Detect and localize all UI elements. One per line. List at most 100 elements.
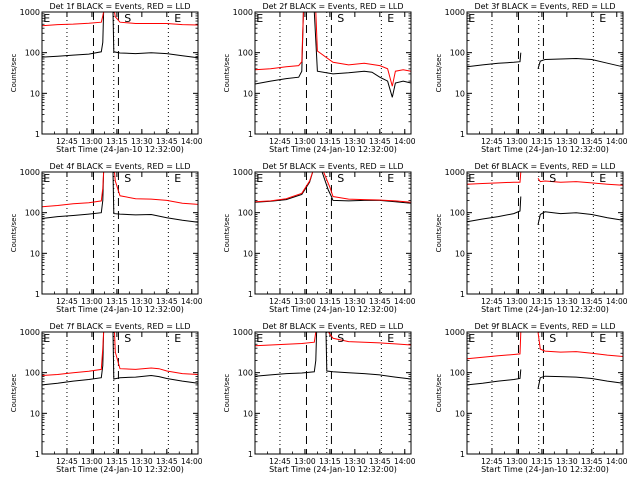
plot-frame xyxy=(466,331,624,455)
y-tick-label: 1 xyxy=(35,130,40,139)
x-tick-label: 12:45 xyxy=(56,457,78,466)
plot-frame xyxy=(41,331,199,455)
y-tick-label: 100 xyxy=(25,369,40,378)
y-tick-label: 100 xyxy=(238,369,253,378)
x-tick-label: 13:15 xyxy=(106,137,128,146)
eclipse-saa-marker: E xyxy=(174,332,181,345)
y-axis-label: Counts/sec xyxy=(223,54,231,93)
eclipse-saa-marker: E xyxy=(43,332,50,345)
x-tick-label: 13:45 xyxy=(156,137,178,146)
y-tick-label: 10 xyxy=(30,409,40,418)
x-tick-label: 12:45 xyxy=(56,137,78,146)
y-axis-label: Counts/sec xyxy=(223,374,231,413)
y-tick-label: 10 xyxy=(243,409,253,418)
y-tick-label: 10 xyxy=(243,89,253,98)
y-tick-label: 100 xyxy=(238,209,253,218)
x-tick-label: 13:45 xyxy=(369,457,391,466)
x-axis-label: Start Time (24-Jan-10 12:32:00) xyxy=(481,145,609,154)
y-tick-label: 1 xyxy=(460,290,465,299)
lld-rate-line xyxy=(537,178,624,186)
events-rate-line xyxy=(466,369,522,386)
y-tick-label: 1 xyxy=(248,130,253,139)
y-tick-label: 1 xyxy=(460,130,465,139)
events-rate-line xyxy=(41,331,199,386)
plot-frame xyxy=(41,171,199,295)
x-axis-label: Start Time (24-Jan-10 12:32:00) xyxy=(56,465,184,474)
x-tick-label: 14:00 xyxy=(394,297,416,306)
detector-panel-5: 1 10 100 1000 12:45 13:00 13:15 13:30 13:45 14:00… xyxy=(223,162,416,314)
x-tick-label: 14:00 xyxy=(394,457,416,466)
x-tick-label: 12:45 xyxy=(481,457,503,466)
x-tick-label: 13:45 xyxy=(581,137,603,146)
x-tick-label: 13:15 xyxy=(531,457,553,466)
eclipse-saa-marker: E xyxy=(256,332,263,345)
detector-panel-7: 1 10 100 1000 12:45 13:00 13:15 13:30 13:45 14:00… xyxy=(10,322,203,474)
y-tick-label: 1 xyxy=(248,450,253,459)
y-tick-label: 100 xyxy=(25,49,40,58)
x-tick-label: 13:00 xyxy=(506,457,528,466)
eclipse-saa-marker: E xyxy=(387,12,394,25)
y-tick-label: 10 xyxy=(455,409,465,418)
x-axis-label: Start Time (24-Jan-10 12:32:00) xyxy=(56,145,184,154)
detector-panel-2: 1 10 100 1000 12:45 13:00 13:15 13:30 13:45 14:00… xyxy=(223,2,416,154)
x-tick-label: 13:15 xyxy=(531,137,553,146)
y-tick-label: 1 xyxy=(35,450,40,459)
y-tick-label: 100 xyxy=(450,209,465,218)
y-tick-label: 1000 xyxy=(445,328,465,337)
plot-frame xyxy=(41,11,199,135)
plot-frame xyxy=(466,171,624,295)
eclipse-saa-marker: S xyxy=(549,332,556,345)
eclipse-saa-marker: E xyxy=(256,172,263,185)
panel-title: Det 6f BLACK = Events, RED = LLD xyxy=(474,162,615,171)
events-rate-line xyxy=(254,171,412,204)
eclipse-saa-marker: E xyxy=(599,172,606,185)
plot-frame xyxy=(254,171,412,295)
x-tick-label: 14:00 xyxy=(181,297,203,306)
eclipse-saa-marker: S xyxy=(337,332,344,345)
x-tick-label: 13:15 xyxy=(106,457,128,466)
events-rate-line xyxy=(466,196,522,223)
y-tick-label: 1000 xyxy=(233,168,253,177)
events-rate-line xyxy=(466,52,522,68)
lld-rate-line xyxy=(466,171,522,185)
x-tick-label: 13:00 xyxy=(81,297,103,306)
y-tick-label: 1 xyxy=(35,290,40,299)
eclipse-saa-marker: E xyxy=(387,332,394,345)
detector-panel-4: 1 10 100 1000 12:45 13:00 13:15 13:30 13:45 14:00… xyxy=(10,162,203,314)
x-tick-label: 13:00 xyxy=(294,457,316,466)
y-tick-label: 1000 xyxy=(20,328,40,337)
x-tick-label: 12:45 xyxy=(481,137,503,146)
x-tick-label: 13:30 xyxy=(556,297,578,306)
x-axis-label: Start Time (24-Jan-10 12:32:00) xyxy=(481,465,609,474)
y-axis-label: Counts/sec xyxy=(10,214,18,253)
panel-title: Det 1f BLACK = Events, RED = LLD xyxy=(49,2,190,11)
x-axis-label: Start Time (24-Jan-10 12:32:00) xyxy=(269,465,397,474)
panel-title: Det 3f BLACK = Events, RED = LLD xyxy=(474,2,615,11)
x-tick-label: 13:00 xyxy=(294,137,316,146)
detector-panel-9: 1 10 100 1000 12:45 13:00 13:15 13:30 13:45 14:00… xyxy=(435,322,628,474)
y-tick-label: 1000 xyxy=(233,8,253,17)
x-axis-label: Start Time (24-Jan-10 12:32:00) xyxy=(56,305,184,314)
x-tick-label: 14:00 xyxy=(181,137,203,146)
x-tick-label: 13:30 xyxy=(344,297,366,306)
y-tick-label: 1000 xyxy=(233,328,253,337)
y-tick-label: 10 xyxy=(30,89,40,98)
x-tick-label: 14:00 xyxy=(606,297,628,306)
x-tick-label: 13:45 xyxy=(369,137,391,146)
x-tick-label: 13:30 xyxy=(131,457,153,466)
eclipse-saa-marker: E xyxy=(468,332,475,345)
x-tick-label: 13:00 xyxy=(294,297,316,306)
y-tick-label: 1000 xyxy=(445,8,465,17)
y-tick-label: 100 xyxy=(450,49,465,58)
events-rate-line xyxy=(537,57,624,69)
y-tick-label: 1000 xyxy=(20,168,40,177)
x-tick-label: 14:00 xyxy=(606,137,628,146)
x-tick-label: 13:45 xyxy=(581,457,603,466)
y-tick-label: 10 xyxy=(455,89,465,98)
x-tick-label: 13:30 xyxy=(556,457,578,466)
y-tick-label: 100 xyxy=(238,49,253,58)
x-tick-label: 13:15 xyxy=(106,297,128,306)
x-axis-label: Start Time (24-Jan-10 12:32:00) xyxy=(269,305,397,314)
x-tick-label: 13:30 xyxy=(131,297,153,306)
